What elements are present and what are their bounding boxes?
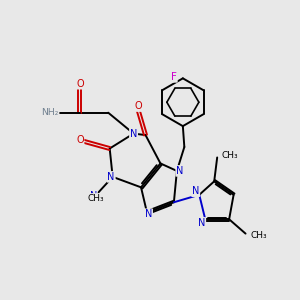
Text: N: N bbox=[198, 218, 205, 228]
Text: NH₂: NH₂ bbox=[41, 108, 59, 117]
Text: N: N bbox=[90, 191, 97, 201]
Text: CH₃: CH₃ bbox=[222, 152, 238, 160]
Text: O: O bbox=[76, 79, 84, 89]
Text: N: N bbox=[192, 186, 200, 196]
Text: N: N bbox=[130, 129, 137, 139]
Text: F: F bbox=[171, 72, 177, 82]
Text: N: N bbox=[107, 172, 115, 182]
Text: O: O bbox=[76, 134, 84, 145]
Text: N: N bbox=[145, 209, 152, 219]
Text: N: N bbox=[176, 166, 184, 176]
Text: CH₃: CH₃ bbox=[250, 231, 267, 240]
Text: CH₃: CH₃ bbox=[88, 194, 105, 203]
Text: O: O bbox=[134, 101, 142, 111]
